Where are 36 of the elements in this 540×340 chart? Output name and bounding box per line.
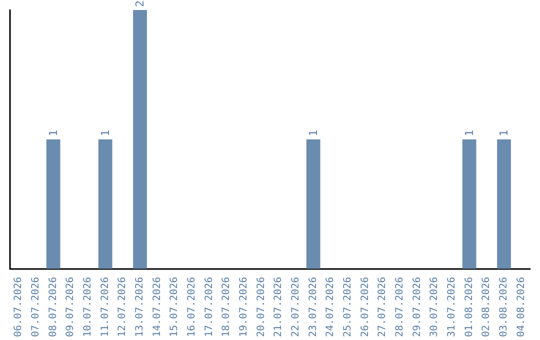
x-tick-label: 16.07.2026 xyxy=(186,276,198,338)
x-tick-label: 10.07.2026 xyxy=(82,276,94,338)
x-tick-label: 14.07.2026 xyxy=(152,276,163,338)
data-label: 1 xyxy=(98,130,112,136)
x-tick-label: 07.07.2026 xyxy=(30,276,42,338)
data-label: 1 xyxy=(46,130,60,136)
x-tick-label: 02.08.2026 xyxy=(481,276,492,338)
x-tick-label: 19.07.2026 xyxy=(238,276,250,338)
x-tick-label: 23.07.2026 xyxy=(308,276,319,338)
x-tick-label: 08.07.2026 xyxy=(48,276,59,338)
x-tick-label: 27.07.2026 xyxy=(377,276,388,338)
data-label: 2 xyxy=(134,0,146,7)
x-tick-label: 18.07.2026 xyxy=(221,276,232,338)
x-tick-label: 30.07.2026 xyxy=(429,276,440,338)
x-tick-label: 15.07.2026 xyxy=(169,276,180,338)
x-tick-label: 13.07.2026 xyxy=(134,276,146,338)
x-tick-label: 03.08.2026 xyxy=(498,276,510,338)
x-tick-label: 12.07.2026 xyxy=(117,276,128,338)
x-tick-label: 04.08.2026 xyxy=(516,276,527,338)
x-tick-label: 24.07.2026 xyxy=(325,276,336,338)
data-label: 1 xyxy=(462,130,476,136)
x-tick-label: 29.07.2026 xyxy=(412,276,423,338)
x-tick-label: 01.08.2026 xyxy=(464,276,475,338)
data-label: 1 xyxy=(498,130,510,136)
x-tick-label: 06.07.2026 xyxy=(13,276,24,338)
x-tick-label: 09.07.2026 xyxy=(65,276,76,338)
x-tick-label: 20.07.2026 xyxy=(256,276,267,338)
x-tick-label: 28.07.2026 xyxy=(394,276,406,338)
x-tick-label: 21.07.2026 xyxy=(273,276,284,338)
x-tick-label: 17.07.2026 xyxy=(204,276,215,338)
x-tick-label: 22.07.2026 xyxy=(290,276,302,338)
x-tick-label: 26.07.2026 xyxy=(360,276,371,338)
x-tick-label: 11.07.2026 xyxy=(100,276,111,338)
x-tick-label: 25.07.2026 xyxy=(342,276,354,338)
x-tick-label: 31.07.2026 xyxy=(446,276,458,338)
data-label: 1 xyxy=(306,130,320,136)
